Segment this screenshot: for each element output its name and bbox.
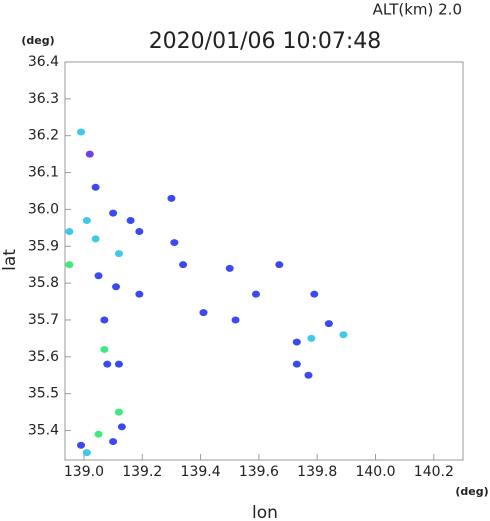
- echo-cell: [85, 150, 94, 158]
- echo-cell: [94, 272, 103, 280]
- echo-cell: [167, 194, 176, 202]
- echo-cell: [103, 360, 112, 368]
- x-axis-title: lon: [252, 503, 278, 521]
- echo-cell: [225, 264, 234, 272]
- echo-cell: [114, 408, 123, 416]
- echo-cell: [170, 239, 179, 247]
- echo-cell: [199, 309, 208, 317]
- y-unit: (deg): [21, 34, 54, 47]
- y-tick-label: 36.4: [28, 54, 59, 70]
- echo-cell: [251, 290, 260, 298]
- y-tick-label: 35.7: [28, 312, 59, 328]
- echo-cell: [114, 250, 123, 258]
- echo-cell: [324, 320, 333, 328]
- echo-cell: [100, 316, 109, 324]
- y-tick-label: 35.6: [28, 349, 59, 365]
- echo-cell: [94, 430, 103, 438]
- echo-cell: [100, 345, 109, 353]
- chart-title: 2020/01/06 10:07:48: [149, 29, 382, 54]
- echo-cell: [117, 423, 126, 431]
- x-tick-label: 139.4: [181, 464, 221, 480]
- echo-cell: [310, 290, 319, 298]
- echo-cell: [292, 338, 301, 346]
- y-tick-label: 36.2: [28, 128, 59, 144]
- altitude-label: ALT(km) 2.0: [373, 1, 462, 19]
- echo-cell: [91, 235, 100, 243]
- echo-cell: [292, 360, 301, 368]
- echo-cell: [82, 216, 91, 224]
- echo-cell: [304, 371, 313, 379]
- echo-cell: [91, 183, 100, 191]
- echo-cell: [307, 334, 316, 342]
- echo-cell: [114, 360, 123, 368]
- echo-cell: [109, 438, 118, 446]
- x-tick-label: 139.8: [297, 464, 337, 480]
- plot-frame: [64, 61, 464, 461]
- x-unit: (deg): [455, 485, 488, 498]
- y-tick-label: 36.3: [28, 91, 59, 107]
- y-tick-label: 35.9: [28, 238, 59, 254]
- y-tick-label: 36.0: [28, 201, 59, 217]
- echo-cell: [82, 449, 91, 457]
- echo-cell: [109, 209, 118, 217]
- echo-cell: [179, 261, 188, 269]
- y-tick-label: 35.8: [28, 275, 59, 291]
- x-tick-label: 139.2: [122, 464, 162, 480]
- echo-cell: [126, 216, 135, 224]
- y-axis-title: lat: [0, 249, 20, 271]
- x-tick-label: 140.0: [355, 464, 395, 480]
- echo-cell: [231, 316, 240, 324]
- echo-cell: [275, 261, 284, 269]
- x-tick-label: 140.2: [414, 464, 454, 480]
- x-tick-label: 139.6: [239, 464, 279, 480]
- echo-cell: [65, 228, 74, 236]
- echo-cell: [112, 283, 121, 291]
- y-tick-label: 36.1: [28, 165, 59, 181]
- echo-cell: [65, 261, 74, 269]
- echo-cell: [339, 331, 348, 339]
- echo-cell: [77, 441, 86, 449]
- echo-cell: [77, 128, 86, 136]
- y-tick-label: 35.5: [28, 386, 59, 402]
- echo-cell: [135, 290, 144, 298]
- y-tick-label: 35.4: [28, 423, 59, 439]
- echo-cell: [135, 228, 144, 236]
- x-tick-label: 139.0: [64, 464, 104, 480]
